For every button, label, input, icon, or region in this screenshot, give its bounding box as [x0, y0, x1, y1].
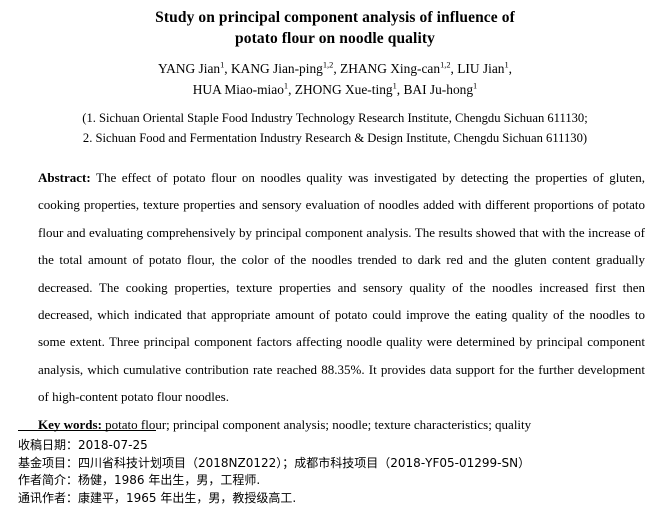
author-affiliation-marker: 1: [392, 81, 397, 91]
affiliation-list: (1. Sichuan Oriental Staple Food Industr…: [0, 109, 670, 148]
author-biography: 作者简介：杨健，1986 年出生，男，工程师.: [18, 473, 261, 488]
affiliation-line-1: (1. Sichuan Oriental Staple Food Industr…: [82, 111, 588, 125]
author-affiliation-marker: 1,2: [440, 60, 451, 70]
author-affiliation-marker: 1: [504, 60, 509, 70]
author-entry: LIU Jian1,: [457, 60, 513, 76]
author-entry: YANG Jian1,: [157, 60, 231, 76]
author-line-2: HUA Miao-miao1, ZHONG Xue-ting1, BAI Ju-…: [0, 80, 670, 101]
author-entry: ZHONG Xue-ting1,: [294, 81, 404, 97]
keywords-text: potato flour; principal component analys…: [101, 416, 532, 432]
author-affiliation-marker: 1: [473, 81, 478, 91]
title-line-1: Study on principal component analysis of…: [155, 9, 515, 26]
abstract-paragraph: Abstract: The effect of potato flour on …: [38, 164, 645, 411]
author-entry: KANG Jian-ping1,2,: [230, 60, 341, 76]
title-line-2: potato flour on noodle quality: [235, 30, 435, 47]
author-entry: HUA Miao-miao1,: [192, 81, 295, 97]
funding-info: 基金项目：四川省科技计划项目（2018NZ0122）；成都市科技项目（2018-…: [18, 455, 531, 470]
author-entry: ZHANG Xing-can1,2,: [340, 60, 458, 76]
author-list: YANG Jian1, KANG Jian-ping1,2, ZHANG Xin…: [0, 59, 670, 100]
keywords-paragraph: Key words: potato flour; principal compo…: [38, 411, 645, 438]
author-affiliation-marker: 1: [283, 81, 289, 91]
abstract-section: Abstract: The effect of potato flour on …: [0, 164, 670, 438]
keywords-label: Key words:: [38, 416, 102, 432]
affiliation-line-2: 2. Sichuan Food and Fermentation Industr…: [82, 130, 588, 145]
author-affiliation-marker: 1,2: [322, 60, 334, 70]
abstract-label: Abstract:: [38, 170, 91, 185]
footnote-section: 收稿日期：2018-07-25 基金项目：四川省科技计划项目（2018NZ012…: [18, 430, 648, 507]
page-title: Study on principal component analysis of…: [0, 0, 670, 49]
author-affiliation-marker: 1: [220, 60, 225, 70]
footnote-divider: [18, 430, 156, 431]
author-line-1: YANG Jian1, KANG Jian-ping1,2, ZHANG Xin…: [0, 59, 670, 80]
received-date: 收稿日期：2018-07-25: [18, 438, 148, 452]
author-entry: BAI Ju-hong1: [403, 81, 478, 97]
corresponding-author: 通讯作者：康建平，1965 年出生，男，教授级高工.: [18, 490, 297, 505]
abstract-text: The effect of potato flour on noodles qu…: [38, 170, 645, 405]
